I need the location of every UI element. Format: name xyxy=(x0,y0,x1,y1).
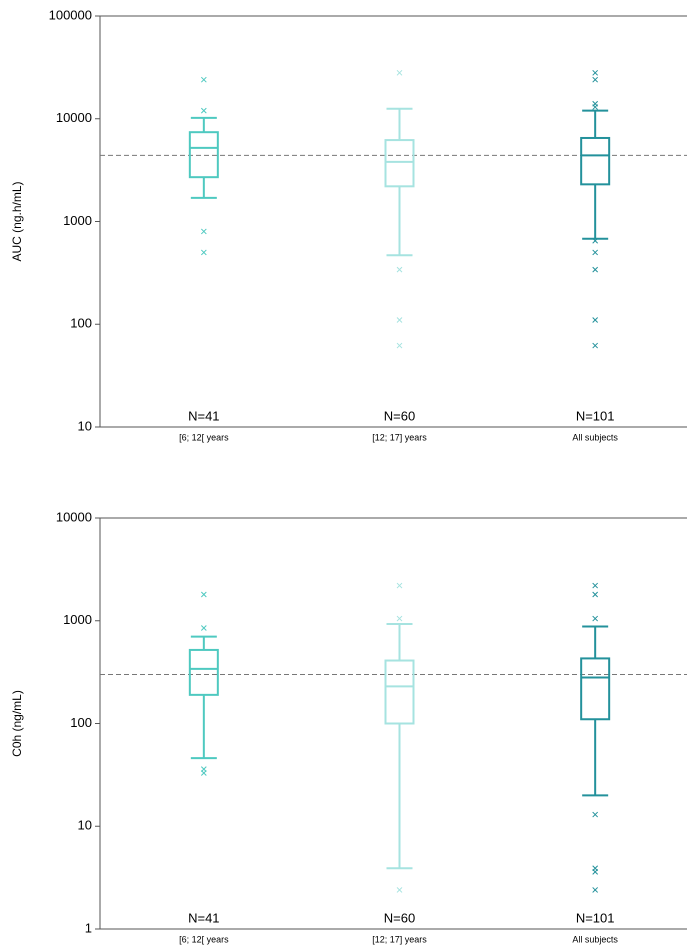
y-axis-label: C0h (ng/mL) xyxy=(10,690,24,757)
y-tick-label: 100 xyxy=(70,715,92,730)
outlier xyxy=(200,107,207,114)
x-tick-label: [6; 12[ years xyxy=(179,432,229,442)
outlier xyxy=(396,582,403,589)
x-tick-label: All subjects xyxy=(572,934,618,944)
x-tick-label: [6; 12[ years xyxy=(179,934,229,944)
outlier xyxy=(592,615,599,622)
n-label: N=60 xyxy=(384,910,415,925)
outlier xyxy=(592,69,599,76)
box xyxy=(188,131,219,179)
outlier xyxy=(592,868,599,875)
n-label: N=101 xyxy=(576,910,615,925)
box xyxy=(580,657,611,721)
outlier xyxy=(592,76,599,83)
box xyxy=(580,136,611,186)
n-label: N=60 xyxy=(384,408,415,423)
outlier xyxy=(592,237,599,244)
outlier xyxy=(200,228,207,235)
outlier xyxy=(592,591,599,598)
outlier xyxy=(592,342,599,349)
outlier xyxy=(200,76,207,83)
outlier xyxy=(592,811,599,818)
y-tick-label: 1 xyxy=(85,920,92,935)
outlier xyxy=(396,342,403,349)
y-tick-label: 10000 xyxy=(56,110,92,125)
y-axis-label: AUC (ng.h/mL) xyxy=(10,181,24,261)
y-tick-label: 1000 xyxy=(63,213,92,228)
box xyxy=(384,139,415,188)
outlier xyxy=(592,582,599,589)
y-tick-label: 100 xyxy=(70,316,92,331)
outlier xyxy=(396,266,403,273)
outlier xyxy=(592,317,599,323)
outlier xyxy=(200,770,207,776)
y-tick-label: 10 xyxy=(78,418,92,433)
y-tick-label: 100000 xyxy=(49,7,92,22)
n-label: N=41 xyxy=(188,408,219,423)
y-tick-label: 10 xyxy=(78,818,92,833)
outlier xyxy=(592,249,599,256)
outlier xyxy=(592,104,599,110)
n-label: N=101 xyxy=(576,408,615,423)
outlier xyxy=(396,887,403,893)
x-tick-label: All subjects xyxy=(572,432,618,442)
y-tick-label: 10000 xyxy=(56,509,92,524)
box xyxy=(384,659,415,725)
outlier xyxy=(592,266,599,273)
n-label: N=41 xyxy=(188,910,219,925)
axes-frame xyxy=(99,15,687,428)
outlier xyxy=(396,69,403,76)
outlier xyxy=(592,887,599,893)
outlier xyxy=(200,591,207,598)
x-tick-label: [12; 17] years xyxy=(372,934,427,944)
box xyxy=(188,648,219,696)
outlier xyxy=(200,625,207,631)
y-tick-label: 1000 xyxy=(63,612,92,627)
outlier xyxy=(396,317,403,323)
x-tick-label: [12; 17] years xyxy=(372,432,427,442)
outlier xyxy=(396,615,403,622)
outlier xyxy=(200,249,207,256)
